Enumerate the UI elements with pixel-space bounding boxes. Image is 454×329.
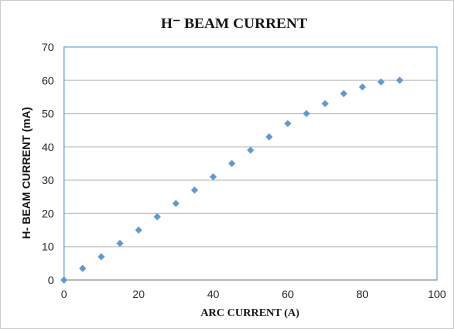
data-point-6 (172, 199, 180, 208)
x-tick-label: 40 (207, 289, 219, 301)
data-point-14 (321, 99, 329, 108)
x-tick-label: 20 (132, 289, 144, 301)
y-tick-label: 20 (42, 208, 54, 220)
data-point-10 (246, 146, 255, 154)
y-tick-label: 10 (42, 242, 54, 254)
data-point-15 (340, 90, 348, 98)
data-point-2 (97, 253, 105, 261)
y-tick-label: 0 (48, 275, 54, 287)
y-axis-ticks: 0 10 20 30 40 50 60 70 (42, 42, 54, 287)
x-axis-ticks: 0 20 40 60 80 100 (61, 289, 446, 301)
data-point-16 (358, 83, 366, 91)
x-axis-label: ARC CURRENT (A) (201, 307, 300, 319)
data-point-9 (228, 159, 236, 168)
data-point-18 (396, 76, 404, 84)
data-points (60, 76, 404, 284)
grid-lines (64, 79, 437, 248)
data-point-0 (60, 276, 68, 284)
data-point-12 (284, 119, 292, 128)
data-point-5 (153, 213, 161, 221)
data-point-13 (302, 109, 311, 118)
x-tick-label: 100 (428, 289, 446, 301)
y-tick-label: 60 (42, 75, 54, 87)
x-tick-label: 0 (61, 289, 67, 301)
data-point-7 (190, 186, 199, 194)
x-tick-label: 80 (356, 289, 368, 301)
data-point-17 (377, 78, 385, 86)
data-point-11 (265, 133, 273, 141)
data-point-3 (116, 239, 124, 247)
x-tick-label: 60 (282, 289, 294, 301)
y-axis-label: H- BEAM CURRENT (mA) (21, 107, 33, 239)
y-tick-label: 40 (42, 142, 54, 154)
data-point-4 (135, 226, 143, 234)
chart-title: H⁻ BEAM CURRENT (161, 16, 307, 32)
data-point-8 (209, 173, 217, 181)
y-tick-label: 70 (42, 42, 54, 54)
data-point-1 (79, 264, 87, 272)
y-tick-label: 50 (42, 109, 54, 121)
y-tick-label: 30 (42, 175, 54, 187)
